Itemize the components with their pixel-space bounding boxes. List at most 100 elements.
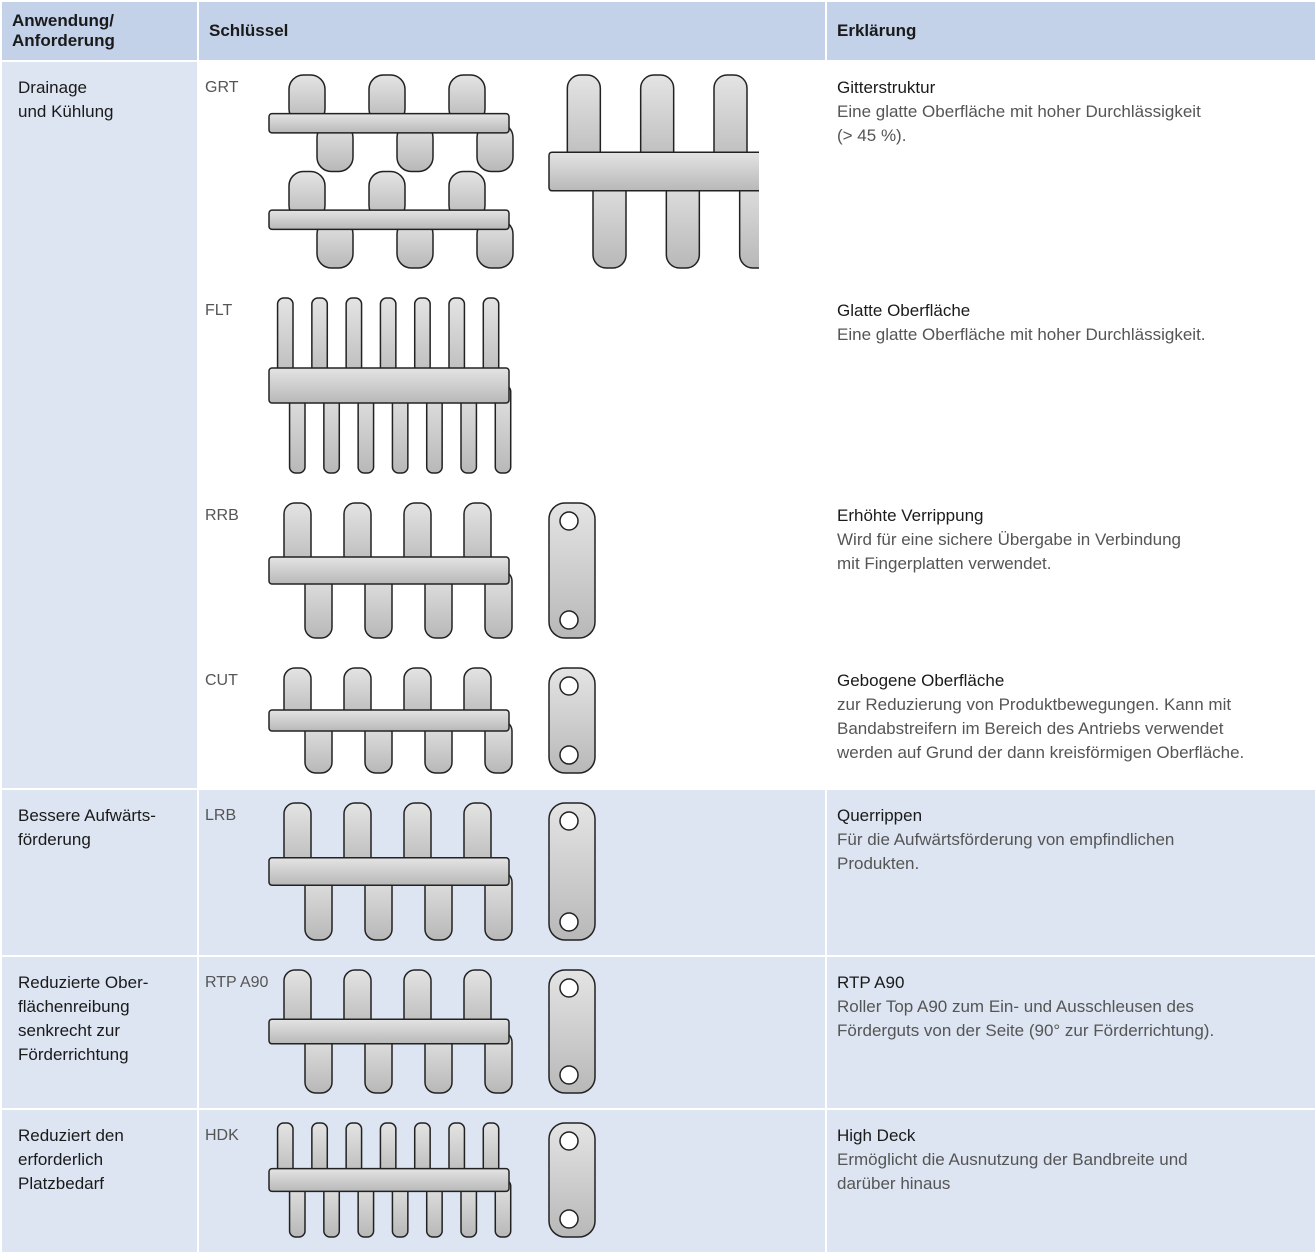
explanation-line: werden auf Grund der dann kreisförmigen … [837,743,1245,762]
illustration [268,802,596,941]
illustration-part [548,969,596,1094]
key-cell: GRT [197,60,827,285]
illustration-part [559,912,579,932]
explanation-text: Roller Top A90 zum Ein- und Ausschleusen… [837,995,1305,1043]
explanation-line: Eine glatte Oberfläche mit hoher Durchlä… [837,325,1206,344]
key-label: RRB [205,507,239,524]
application-line: Bessere Aufwärts- [18,806,156,825]
illustration-part [548,1122,596,1238]
illustration-part [268,112,510,134]
illustration [268,502,596,639]
application-cell: Reduziert den erforderlich Platzbedarf [0,1108,199,1254]
application-line: erforderlich [18,1150,104,1169]
application-cell: Bessere Aufwärts-förderung [0,788,199,957]
application-cell: Reduzierte Ober-flächenreibung senkrecht … [0,955,199,1110]
application-line: senkrecht zur [18,1021,121,1040]
illustration-part [559,1131,579,1151]
explanation-cell: Gitterstruktur Eine glatte Oberfläche mit… [825,60,1315,285]
table-row: Drainage und Kühlung GRT Gitterstruktur Eine… [0,60,1315,790]
explanation-title: High Deck [837,1126,916,1145]
illustration-part [559,745,579,765]
explanation-line: Roller Top A90 zum Ein- und Ausschleusen… [837,997,1194,1016]
illustration-part [559,511,579,531]
explanation-line: zur Reduzierung von Produktbewegungen. K… [837,695,1232,714]
application-line: Förderrichtung [18,1045,129,1064]
illustration-part [268,556,510,585]
explanation-title: Querrippen [837,806,923,825]
explanation-title: Erhöhte Verrippung [837,506,984,525]
explanation-cell: High Deck Ermöglicht die Ausnutzung der B… [825,1108,1315,1254]
explanation-line: darüber hinaus [837,1174,951,1193]
explanation-line: Eine glatte Oberfläche mit hoher Durchlä… [837,102,1201,121]
explanation-text: Ermöglicht die Ausnutzung der Bandbreite… [837,1148,1305,1196]
illustration [268,74,759,269]
table-row: FLT Glatte Oberfläche Eine glatte Oberfläc… [1,283,1315,490]
illustration [268,969,596,1094]
application-line: Drainage [18,78,87,97]
illustration-part [548,151,759,192]
key-label: GRT [205,79,239,96]
illustration-part [548,802,596,941]
key-cell: CUT [197,653,827,790]
header-cell: Erklärung [825,0,1315,62]
explanation-line: (> 45 %). [837,126,907,145]
explanation-cell: Glatte Oberfläche Eine glatte Oberfläche … [825,283,1315,490]
key-cell: RRB [197,488,827,655]
illustration-part [559,1209,579,1229]
illustration-part [268,709,510,732]
explanation-cell: Gebogene Oberfläche zur Reduzierung von P… [825,653,1315,790]
explanation-line: Wird für eine sichere Übergabe in Verbin… [837,530,1181,549]
explanation-line: Bandabstreifern im Bereich des Antriebs … [837,719,1224,738]
illustration-part [559,676,579,696]
key-cell: HDK [197,1108,827,1254]
illustration [268,297,512,474]
application-line: Platzbedarf [18,1174,104,1193]
explanation-title: Gitterstruktur [837,78,936,97]
key-cell: RTP A90 [197,955,827,1110]
illustration-part [548,502,596,639]
application-line: förderung [18,830,91,849]
application-line: Reduzierte Ober- [18,973,149,992]
header-cell: Anwendung/Anforderung [0,0,199,62]
explanation-cell: RTP A90 Roller Top A90 zum Ein- und Aussc… [825,955,1315,1110]
application-cell: Drainage und Kühlung [0,60,199,790]
explanation-line: Förderguts von der Seite (90° zur Förder… [837,1021,1215,1040]
illustration-part [268,209,510,231]
table-row: Bessere Aufwärts-förderung LRB Querrippen F… [0,788,1315,957]
explanation-text: Eine glatte Oberfläche mit hoher Durchlä… [837,100,1305,148]
key-label: HDK [205,1127,239,1144]
explanation-line: Für die Aufwärtsförderung von empfindlic… [837,830,1175,849]
key-cell: FLT [197,283,827,490]
table-row: Reduziert den erforderlich Platzbedarf HDK H… [0,1108,1315,1254]
illustration-part [268,857,510,886]
explanation-text: Eine glatte Oberfläche mit hoher Durchlä… [837,323,1305,347]
explanation-title: RTP A90 [837,973,905,992]
explanation-text: zur Reduzierung von Produktbewegungen. K… [837,693,1305,765]
illustration-part [559,811,579,831]
illustration-part [559,610,579,630]
illustration [268,1122,596,1238]
key-label: RTP A90 [205,974,269,991]
explanation-text: Wird für eine sichere Übergabe in Verbin… [837,528,1305,576]
header-line: Anforderung [12,31,115,50]
key-cell: LRB [197,788,827,957]
explanation-title: Glatte Oberfläche [837,301,971,320]
key-label: LRB [205,807,237,824]
explanation-line: Produkten. [837,854,920,873]
key-label: FLT [205,302,233,319]
explanation-title: Gebogene Oberfläche [837,671,1005,690]
application-line: flächenreibung [18,997,130,1016]
explanation-text: Für die Aufwärtsförderung von empfindlic… [837,828,1305,876]
illustration-part [559,1065,579,1085]
header-row: Anwendung/Anforderung Schlüssel Erklärun… [0,0,1315,62]
explanation-cell: Querrippen Für die Aufwärtsförderung von … [825,788,1315,957]
illustration [268,667,596,774]
explanation-line: Ermöglicht die Ausnutzung der Bandbreite… [837,1150,1188,1169]
illustration-part [559,978,579,998]
header-line: Anwendung/ [12,11,114,30]
table-row: CUT Gebogene Oberfläche zur Reduzierung vo… [1,653,1315,790]
illustration-part [268,1018,510,1045]
illustration-part [268,367,510,404]
